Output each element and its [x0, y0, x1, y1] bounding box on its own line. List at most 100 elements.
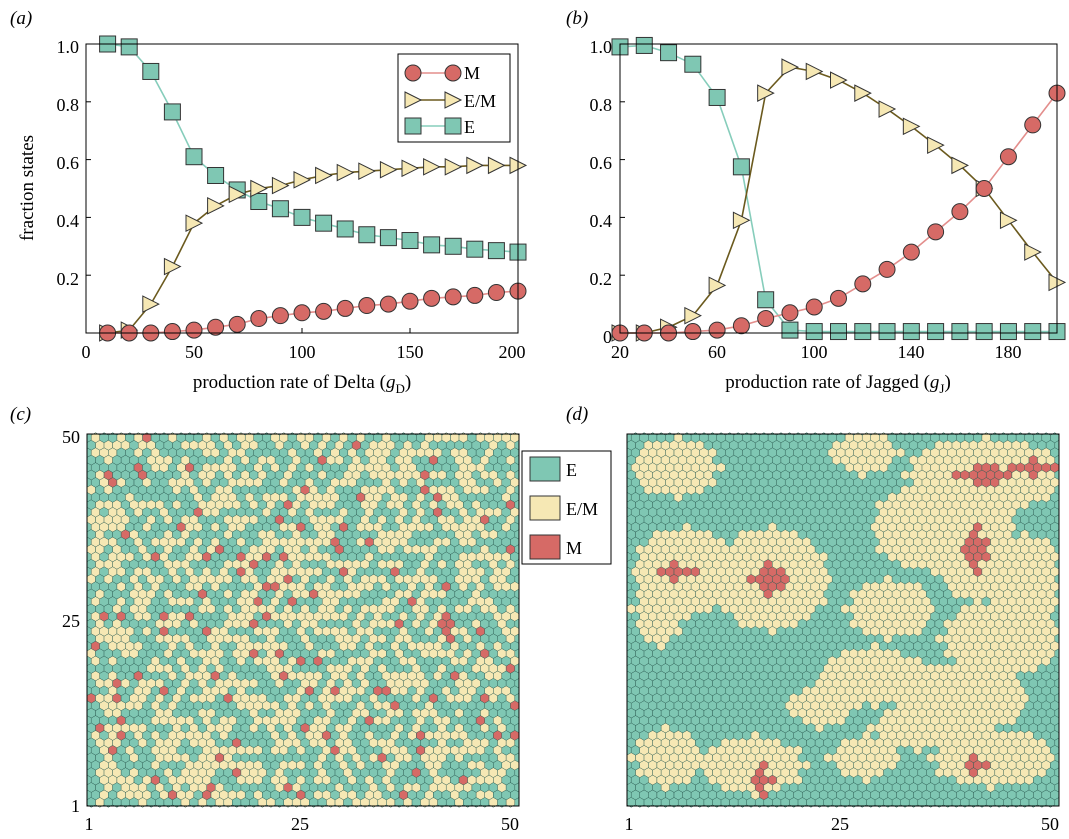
- chart-a-frame: [85, 43, 519, 334]
- data-point-E: [1024, 323, 1042, 341]
- data-point-EM: [228, 185, 247, 204]
- data-point-EM: [293, 171, 312, 189]
- data-point-E: [830, 323, 847, 341]
- data-point-E: [732, 158, 750, 176]
- data-point-EM: [315, 166, 333, 185]
- data-point-E: [444, 237, 462, 255]
- c-ytick-label: 25: [62, 611, 80, 631]
- legend-marker: [404, 91, 423, 109]
- data-point-M: [336, 299, 354, 317]
- a-ytick-label: 0.6: [57, 153, 80, 173]
- panel-label-c: (c): [10, 404, 31, 425]
- data-point-E: [185, 148, 203, 166]
- data-point-EM: [708, 276, 727, 295]
- data-point-E: [781, 321, 799, 339]
- data-point-E: [336, 220, 354, 238]
- a-ytick-label: 0.2: [57, 269, 80, 289]
- data-point-M: [927, 223, 945, 241]
- data-point-EM: [423, 158, 441, 176]
- data-point-M: [358, 297, 376, 315]
- data-point-M: [999, 148, 1017, 166]
- data-point-M: [401, 292, 419, 310]
- b-ytick-label: 0.4: [590, 211, 613, 231]
- data-point-E: [466, 240, 484, 258]
- data-point-M: [854, 275, 872, 293]
- data-point-EM: [805, 62, 824, 81]
- chart-a-ticks: 0.2 0.4 0.6 0.8 1.0 0 50 100 150 200: [57, 37, 526, 362]
- data-point-E: [999, 323, 1017, 341]
- chart-a-ylabel: fraction states: [17, 135, 38, 241]
- data-point-M: [757, 310, 775, 328]
- b-xtick-label: 20: [611, 342, 629, 362]
- c-ytick-label: 1: [71, 796, 80, 816]
- data-point-E: [635, 36, 653, 54]
- a-xtick-label: 200: [499, 342, 526, 362]
- chart-b-xlabel: production rate of Jagged (gJ): [725, 372, 951, 396]
- data-point-EM: [185, 214, 204, 232]
- data-point-EM: [878, 100, 897, 118]
- panel-label-d: (d): [566, 404, 588, 425]
- data-point-M: [163, 323, 181, 341]
- data-point-M: [379, 295, 397, 313]
- data-point-E: [487, 242, 505, 260]
- lattice-c-frame: [86, 433, 520, 807]
- data-point-M: [684, 323, 702, 341]
- legend-marker: [404, 64, 422, 82]
- b-ytick-label: 0.2: [590, 269, 613, 289]
- data-point-E: [379, 229, 397, 247]
- a-xtick-label: 150: [397, 342, 424, 362]
- data-point-E: [805, 323, 823, 341]
- data-point-E: [163, 103, 181, 121]
- c-xtick-label: 25: [291, 814, 309, 834]
- data-point-M: [878, 260, 896, 278]
- data-point-M: [250, 310, 268, 328]
- b-xtick-label: 140: [898, 342, 925, 362]
- a-xtick-label: 0: [82, 342, 91, 362]
- data-point-M: [805, 298, 823, 316]
- data-point-EM: [207, 197, 225, 215]
- legend-marks: [404, 64, 463, 135]
- lattice-c-cells: [86, 432, 520, 808]
- b-ytick-label: 0.6: [590, 153, 613, 173]
- data-point-E: [358, 226, 376, 244]
- data-point-M: [732, 317, 750, 335]
- data-point-M: [708, 321, 726, 339]
- data-point-E: [854, 323, 872, 341]
- legend-label-E: E: [464, 117, 475, 137]
- data-point-E: [708, 88, 726, 106]
- a-ytick-label: 1.0: [57, 37, 80, 57]
- data-point-EM: [1024, 243, 1042, 261]
- data-point-EM: [927, 136, 945, 154]
- data-point-EM: [781, 58, 800, 76]
- c-ytick-label: 50: [62, 427, 80, 447]
- data-point-EM: [444, 158, 463, 176]
- legend-label-EM: E/M: [464, 91, 496, 111]
- b-xtick-label: 60: [708, 342, 726, 362]
- data-point-M: [293, 304, 311, 322]
- data-point-EM: [487, 156, 506, 175]
- data-point-M: [975, 180, 993, 197]
- data-point-E: [423, 236, 441, 254]
- chart-a: 0.2 0.4 0.6 0.8 1.0 0 50 100 150 200 pro…: [17, 35, 528, 396]
- data-point-EM: [163, 257, 182, 276]
- data-point-EM: [358, 162, 376, 180]
- b-xtick-label: 100: [801, 342, 828, 362]
- data-point-E: [207, 166, 225, 184]
- chart-a-xlabel: production rate of Delta (gD): [193, 372, 411, 396]
- lattice-c: 1 25 50 1 25 50: [62, 427, 520, 834]
- chart-b-marks: [611, 36, 1067, 342]
- data-point-E: [120, 38, 138, 56]
- data-point-E: [271, 200, 289, 218]
- data-point-M: [951, 203, 969, 221]
- b-xtick-label: 180: [995, 342, 1022, 362]
- chart-b-frame: [619, 43, 1058, 334]
- data-point-M: [207, 318, 225, 336]
- data-point-E: [660, 44, 678, 62]
- b-ytick-label: 0: [603, 327, 612, 347]
- data-point-EM: [684, 306, 702, 325]
- legend-label-M: M: [464, 63, 480, 83]
- data-point-EM: [951, 156, 970, 175]
- legend-marker: [444, 91, 463, 109]
- b-ytick-label: 1.0: [590, 37, 613, 57]
- data-point-EM: [142, 295, 160, 313]
